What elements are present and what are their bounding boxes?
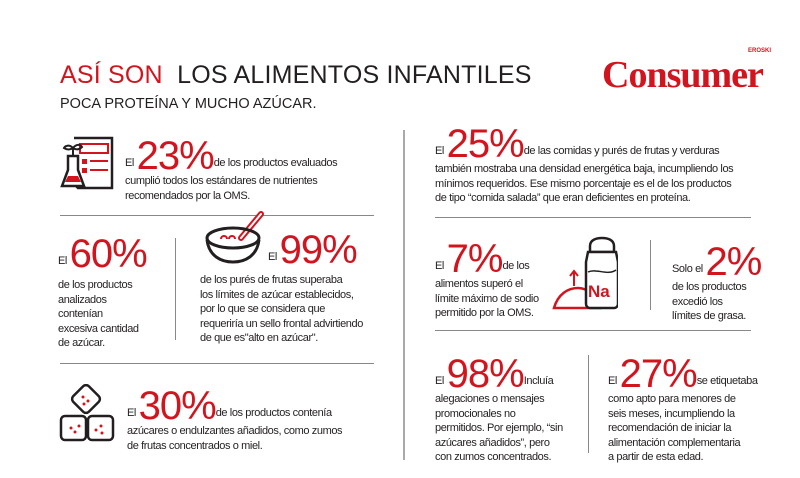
column-divider	[403, 130, 405, 460]
eroski-logo-text: EROSKI	[748, 48, 772, 54]
salt-shaker-icon: Na	[552, 236, 618, 310]
stat-98: El 98%Incluía alegaciones o mensajes prom…	[435, 352, 563, 464]
divider	[60, 363, 374, 364]
stat-25: El 25%de las comidas y purés de frutas y…	[435, 122, 734, 205]
stat-value: 98%	[446, 352, 525, 396]
sugar-cubes-icon	[59, 384, 115, 442]
stat-30: El 30%de los productos contenía azúcares…	[127, 384, 343, 452]
stat-value: 60%	[69, 232, 148, 276]
page-title: ASÍ SON LOS ALIMENTOS INFANTILES	[60, 61, 532, 89]
divider	[435, 217, 751, 218]
stat-27: El 27%se etiquetaba como apto para menor…	[608, 352, 758, 464]
divider	[435, 330, 751, 331]
stat-value: 99%	[279, 228, 358, 272]
stat-value: 27%	[619, 352, 698, 396]
divider	[588, 355, 589, 453]
stat-99-head: El 99%	[268, 228, 358, 272]
divider	[175, 238, 176, 340]
divider	[60, 215, 374, 216]
stat-value: 25%	[446, 122, 525, 166]
sodium-label: Na	[588, 282, 610, 301]
subtitle: POCA PROTEÍNA Y MUCHO AZÚCAR.	[60, 96, 317, 112]
stat-value: 30%	[138, 384, 217, 428]
stat-value: 7%	[446, 237, 504, 281]
divider	[650, 240, 651, 310]
stat-2: Solo el 2% de los productos excedió los lí…	[672, 240, 762, 323]
stat-value: 23%	[136, 134, 215, 178]
stat-value: 2%	[705, 240, 763, 284]
lab-report-icon	[60, 136, 114, 190]
stat-99-text: de los purés de frutas superaba los límit…	[200, 274, 363, 345]
stat-7: El 7%de los alimentos superó el límite má…	[435, 237, 539, 320]
stat-23: El 23%de los productos evaluados cumplió…	[125, 134, 338, 202]
bowl-icon	[205, 211, 264, 264]
consumer-logo: Consumer	[602, 54, 764, 96]
stat-60: El 60% de los productos analizados contení…	[58, 232, 148, 350]
